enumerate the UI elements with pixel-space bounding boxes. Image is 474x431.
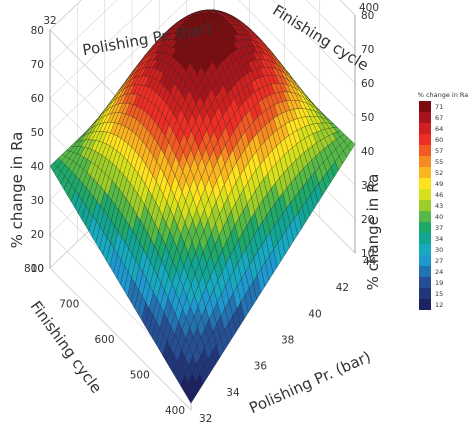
legend-label: 55 (435, 158, 443, 166)
legend-label: 64 (435, 125, 443, 133)
plot-box-front (49, 15, 356, 268)
left-response-tick: 60 (31, 93, 44, 105)
legend-swatch (419, 189, 431, 200)
legend-swatch (419, 200, 431, 211)
legend-swatch (419, 145, 431, 156)
legend-label: 15 (435, 290, 443, 298)
legend-swatch (419, 101, 431, 112)
legend-swatch (419, 244, 431, 255)
legend-swatch (419, 167, 431, 178)
legend-swatch (419, 156, 431, 167)
bottom-cycle-tick: 500 (130, 370, 150, 382)
top-cycle-tick: 400 (359, 2, 379, 14)
left-response-tick: 40 (31, 161, 44, 173)
legend-label: 34 (435, 235, 443, 243)
legend: % change in Ra 71 67 64 60 57 55 52 49 46 43 40 37 3… (418, 91, 469, 310)
top-pressure-tick: 32 (43, 15, 56, 27)
legend-swatch (419, 233, 431, 244)
legend-swatch (419, 255, 431, 266)
legend-label: 49 (435, 180, 443, 188)
right-response-tick: 80 (361, 10, 374, 22)
legend-label: 24 (435, 268, 443, 276)
legend-label: 37 (435, 224, 443, 232)
bottom-cycle-tick: 400 (165, 405, 185, 417)
bottom-cycle-tick: 700 (59, 299, 79, 311)
axis-ticks: 1010202030304040505060607070808032323434… (24, 0, 379, 425)
left-response-tick: 70 (31, 59, 44, 71)
bottom-pressure-axis-label: Polishing Pr. (bar) (246, 348, 373, 418)
right-response-tick: 20 (361, 214, 374, 226)
right-response-axis-label: % change in Ra (364, 174, 382, 291)
legend-swatch (419, 134, 431, 145)
left-response-axis-label: % change in Ra (8, 132, 26, 249)
legend-swatch (419, 277, 431, 288)
left-response-tick: 30 (31, 195, 44, 207)
top-cycle-axis-label: Finishing cycle (269, 1, 371, 74)
bottom-pressure-tick: 34 (226, 387, 240, 399)
legend-label: 43 (435, 202, 443, 210)
legend-label: 60 (435, 136, 443, 144)
legend-label: 52 (435, 169, 443, 177)
legend-swatch (419, 222, 431, 233)
legend-label: 71 (435, 103, 443, 111)
legend-label: 57 (435, 147, 443, 155)
bottom-pressure-tick: 40 (308, 308, 321, 320)
bottom-pressure-tick: 42 (336, 282, 349, 294)
legend-swatch (419, 288, 431, 299)
right-response-tick: 10 (361, 248, 374, 260)
legend-swatch (419, 266, 431, 277)
legend-swatch (419, 112, 431, 123)
top-pressure-tick: 34 (71, 0, 85, 1)
left-response-tick: 80 (31, 25, 44, 37)
right-response-tick: 60 (361, 78, 374, 90)
right-response-tick: 40 (361, 146, 374, 158)
legend-label: 12 (435, 301, 443, 309)
bottom-cycle-tick: 600 (94, 334, 114, 346)
legend-label: 67 (435, 114, 443, 122)
bottom-pressure-tick: 38 (281, 335, 294, 347)
left-response-tick: 10 (31, 263, 44, 275)
response-surface (49, 8, 356, 404)
bottom-pressure-tick: 32 (199, 413, 212, 425)
bottom-pressure-tick: 44 (363, 256, 377, 268)
legend-swatch (419, 178, 431, 189)
left-response-tick: 50 (31, 127, 44, 139)
bottom-cycle-tick: 800 (24, 263, 44, 275)
left-response-tick: 20 (31, 229, 44, 241)
legend-label: 40 (435, 213, 443, 221)
right-response-tick: 30 (361, 180, 374, 192)
legend-label: 30 (435, 246, 443, 254)
bottom-pressure-tick: 36 (254, 361, 268, 373)
legend-title: % change in Ra (418, 91, 469, 99)
legend-swatch (419, 299, 431, 310)
right-response-tick: 50 (361, 112, 374, 124)
legend-label: 46 (435, 191, 443, 199)
legend-label: 19 (435, 279, 443, 287)
legend-swatch (419, 211, 431, 222)
surface-cell (187, 389, 196, 404)
legend-swatch (419, 123, 431, 134)
legend-label: 27 (435, 257, 443, 265)
right-response-tick: 70 (361, 44, 374, 56)
